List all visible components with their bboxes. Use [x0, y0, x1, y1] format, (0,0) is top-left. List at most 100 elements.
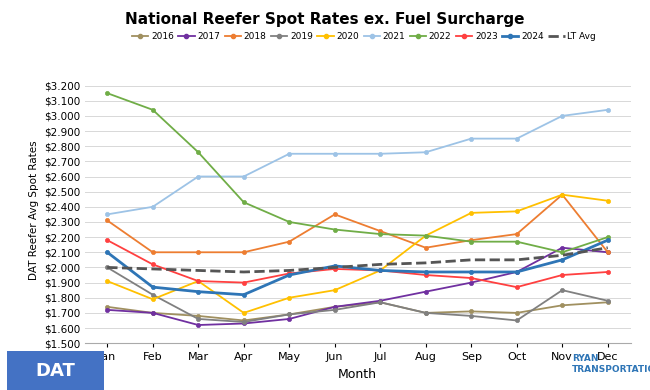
2023 — [604, 269, 612, 274]
Line: 2024: 2024 — [105, 238, 610, 297]
2020 — [467, 211, 475, 215]
Text: National Reefer Spot Rates ex. Fuel Surcharge: National Reefer Spot Rates ex. Fuel Surc… — [125, 12, 525, 27]
LT Avg — [285, 268, 293, 273]
LT Avg — [149, 267, 157, 271]
2016 — [422, 310, 430, 315]
Line: 2019: 2019 — [105, 265, 610, 324]
2024 — [422, 269, 430, 274]
2023 — [376, 268, 384, 273]
2017 — [376, 298, 384, 303]
2021 — [422, 150, 430, 154]
2024 — [149, 285, 157, 289]
2017 — [285, 317, 293, 321]
LT Avg — [422, 261, 430, 265]
2021 — [103, 212, 111, 217]
LT Avg — [604, 245, 612, 250]
2020 — [331, 288, 339, 292]
2017 — [194, 323, 202, 327]
LT Avg — [103, 265, 111, 270]
2024 — [376, 268, 384, 273]
2023 — [331, 267, 339, 271]
2022 — [331, 227, 339, 232]
2016 — [513, 310, 521, 315]
2017 — [467, 280, 475, 285]
2017 — [149, 310, 157, 315]
2018 — [513, 232, 521, 236]
Line: 2018: 2018 — [105, 193, 610, 254]
2016 — [604, 300, 612, 305]
2019 — [376, 300, 384, 305]
Line: 2021: 2021 — [105, 108, 610, 216]
2019 — [558, 288, 566, 292]
2021 — [331, 151, 339, 156]
2021 — [558, 113, 566, 118]
Line: 2022: 2022 — [105, 91, 610, 254]
2018 — [604, 250, 612, 255]
2020 — [285, 295, 293, 300]
2019 — [103, 265, 111, 270]
2019 — [194, 317, 202, 321]
2016 — [149, 310, 157, 315]
2016 — [376, 300, 384, 305]
2018 — [103, 218, 111, 223]
2016 — [194, 314, 202, 318]
LT Avg — [331, 265, 339, 270]
2022 — [149, 108, 157, 112]
X-axis label: Month: Month — [338, 368, 377, 381]
Text: DAT: DAT — [35, 362, 75, 379]
2023 — [194, 279, 202, 284]
2018 — [240, 250, 248, 255]
2021 — [376, 151, 384, 156]
2024 — [558, 257, 566, 262]
2020 — [240, 310, 248, 315]
LT Avg — [513, 257, 521, 262]
Line: LT Avg: LT Avg — [107, 248, 608, 272]
2019 — [285, 312, 293, 317]
2020 — [149, 297, 157, 301]
2018 — [558, 192, 566, 197]
2021 — [467, 136, 475, 141]
Line: 2023: 2023 — [105, 238, 610, 289]
2022 — [103, 91, 111, 96]
2021 — [194, 174, 202, 179]
2016 — [103, 305, 111, 309]
2020 — [558, 192, 566, 197]
2022 — [422, 233, 430, 238]
2024 — [240, 292, 248, 297]
2021 — [149, 204, 157, 209]
2019 — [513, 318, 521, 323]
2019 — [149, 292, 157, 297]
2019 — [467, 314, 475, 318]
2021 — [513, 136, 521, 141]
2022 — [240, 200, 248, 205]
2017 — [558, 245, 566, 250]
2021 — [240, 174, 248, 179]
2020 — [376, 268, 384, 273]
2023 — [467, 276, 475, 280]
2017 — [240, 321, 248, 326]
2021 — [285, 151, 293, 156]
2022 — [558, 250, 566, 255]
LT Avg — [467, 257, 475, 262]
2024 — [194, 289, 202, 294]
LT Avg — [376, 262, 384, 267]
2024 — [467, 269, 475, 274]
2023 — [240, 280, 248, 285]
2019 — [422, 310, 430, 315]
2021 — [604, 108, 612, 112]
LT Avg — [194, 268, 202, 273]
2020 — [513, 209, 521, 214]
2018 — [331, 212, 339, 217]
2018 — [467, 238, 475, 243]
2016 — [558, 303, 566, 308]
2018 — [376, 229, 384, 233]
2023 — [558, 273, 566, 277]
2016 — [331, 305, 339, 309]
2023 — [103, 238, 111, 243]
2019 — [240, 320, 248, 324]
2018 — [422, 245, 430, 250]
2019 — [604, 298, 612, 303]
2017 — [103, 308, 111, 312]
2022 — [513, 239, 521, 244]
Line: 2016: 2016 — [105, 300, 610, 323]
